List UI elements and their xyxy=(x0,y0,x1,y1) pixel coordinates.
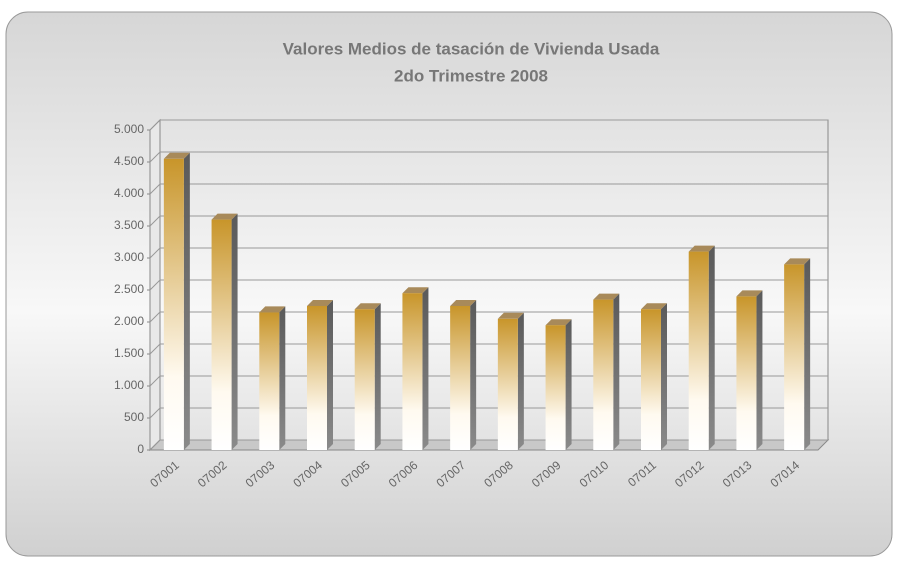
bar-top xyxy=(163,152,190,159)
bar xyxy=(307,306,327,450)
bar-side xyxy=(613,293,620,450)
y-tick-label: 4.000 xyxy=(114,186,144,200)
bar-side xyxy=(374,303,381,450)
bar-side xyxy=(279,306,286,450)
bar-top xyxy=(545,319,572,326)
bar xyxy=(688,251,709,450)
bar-top xyxy=(784,258,811,265)
y-tick-label: 0 xyxy=(137,442,144,456)
floor xyxy=(148,439,830,451)
y-tick-label: 1.000 xyxy=(114,378,144,392)
y-tick-label: 5.000 xyxy=(114,122,144,136)
bar-top xyxy=(497,312,524,319)
bar xyxy=(784,264,805,450)
bar-side xyxy=(756,290,763,450)
bar-side xyxy=(661,303,667,450)
grid-line xyxy=(149,151,828,163)
bar-side xyxy=(517,312,524,450)
bar-side xyxy=(470,300,477,450)
grid-line xyxy=(149,247,828,259)
grid-line xyxy=(149,215,828,227)
chart-subtitle: 2do Trimestre 2008 xyxy=(394,66,548,85)
bar-top xyxy=(688,245,715,252)
bar-side xyxy=(231,213,238,450)
bar-top xyxy=(307,300,333,306)
y-tick-label: 500 xyxy=(124,410,144,424)
bar-top xyxy=(354,303,381,310)
grid-line xyxy=(149,183,828,195)
bar xyxy=(402,293,423,450)
bar xyxy=(593,299,614,450)
bar-top xyxy=(641,303,667,310)
y-tick-label: 3.500 xyxy=(114,218,144,232)
y-tick-label: 4.500 xyxy=(114,154,144,168)
bar xyxy=(259,312,280,450)
chart-title: Valores Medios de tasación de Vivienda U… xyxy=(283,39,660,58)
bar-side xyxy=(183,152,190,451)
bar xyxy=(641,309,661,450)
bar-side xyxy=(804,258,811,450)
grid-line xyxy=(149,119,828,131)
bar xyxy=(736,296,757,450)
bar-top xyxy=(593,293,620,300)
bar-top xyxy=(402,287,429,294)
bar xyxy=(450,306,471,450)
y-tick-label: 1.500 xyxy=(114,346,144,360)
bar xyxy=(211,219,232,450)
y-tick-label: 3.000 xyxy=(114,250,144,264)
bar-side xyxy=(327,300,333,450)
y-tick-label: 2.500 xyxy=(114,282,144,296)
bar xyxy=(163,158,184,451)
bar-side xyxy=(708,245,715,450)
bar-top xyxy=(211,213,238,220)
bar-side xyxy=(422,287,429,450)
bar-side xyxy=(565,319,572,450)
y-tick-label: 2.000 xyxy=(114,314,144,328)
bar-top xyxy=(259,306,286,313)
grid-line xyxy=(149,279,828,291)
bar xyxy=(497,318,518,450)
bar-top xyxy=(736,290,763,297)
bar xyxy=(545,325,566,450)
bar xyxy=(354,309,375,450)
bar-top xyxy=(450,300,477,306)
